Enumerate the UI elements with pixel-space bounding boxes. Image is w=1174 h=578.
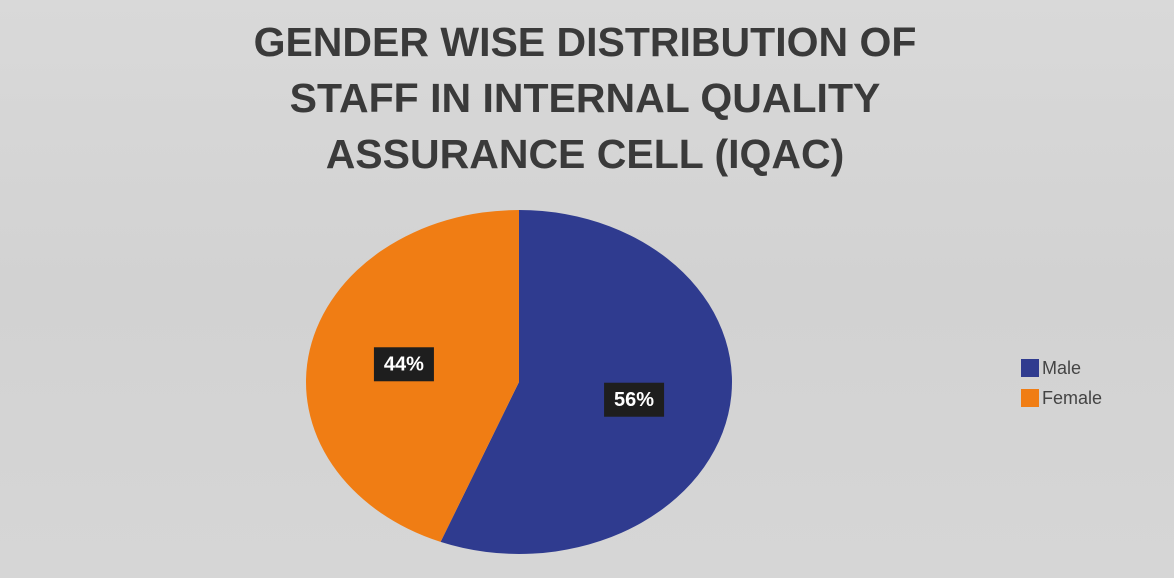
data-label: 44%	[384, 354, 424, 376]
legend-swatch	[1021, 389, 1039, 407]
data-label-box	[604, 382, 665, 417]
data-label: 56%	[614, 389, 654, 411]
legend-label: Female	[1042, 388, 1102, 408]
data-label-box	[373, 347, 434, 382]
pie-slice	[440, 210, 732, 554]
legend-label: Male	[1042, 358, 1081, 378]
chart-title: GENDER WISE DISTRIBUTION OF STAFF IN INT…	[253, 19, 917, 177]
legend-swatch	[1021, 359, 1039, 377]
